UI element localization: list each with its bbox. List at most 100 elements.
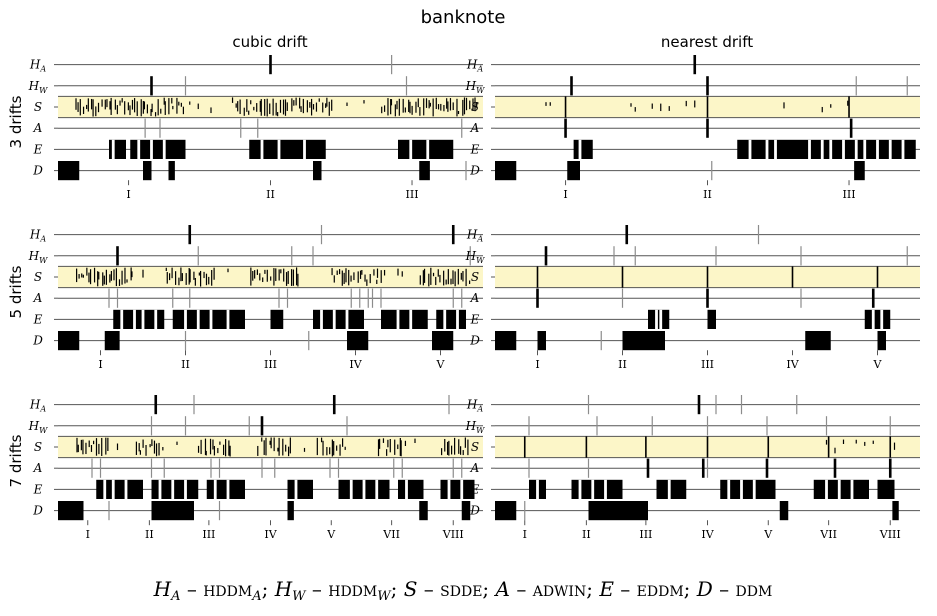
sdde-mark <box>872 440 874 444</box>
lane-label-base: A <box>470 291 480 305</box>
sdde-mark <box>225 439 227 457</box>
sdde-mark <box>400 440 402 457</box>
lane-label-sub: W <box>476 86 485 95</box>
sdde-mark <box>265 437 267 456</box>
sdde-mark <box>209 438 212 455</box>
detection-gap <box>752 479 756 499</box>
sdde-mark <box>198 272 200 276</box>
detection-block <box>398 139 454 159</box>
detection-block <box>432 331 454 351</box>
sdde-mark <box>75 98 77 110</box>
sdde-mark <box>171 267 173 279</box>
detection-thick <box>693 55 697 75</box>
sdde-mark <box>269 103 271 115</box>
sdde-mark <box>364 274 366 282</box>
sdde-mark <box>140 99 142 117</box>
detection-block <box>573 139 593 159</box>
detection-thick <box>833 458 837 478</box>
detection-block <box>347 331 369 351</box>
sdde-mark <box>86 104 88 110</box>
sdde-drift-line <box>827 436 830 458</box>
detection-gap <box>133 309 136 329</box>
detection-block <box>168 161 175 181</box>
sdde-drift-line <box>706 436 709 458</box>
detection-block <box>864 309 891 329</box>
sdde-mark <box>387 439 389 448</box>
detection-thin <box>461 288 463 308</box>
sdde-mark <box>855 439 857 444</box>
sdde-mark <box>451 445 453 455</box>
sdde-mark <box>180 102 182 107</box>
sdde-mark <box>331 99 333 111</box>
detection-thin <box>218 458 221 478</box>
sdde-mark <box>151 439 153 447</box>
row-title-5: 5 drifts <box>7 265 25 318</box>
sdde-mark <box>379 438 381 449</box>
sdde-mark <box>322 102 324 113</box>
detection-thin <box>144 118 146 138</box>
sdde-mark <box>430 267 432 285</box>
sdde-mark <box>116 443 119 451</box>
detection-thin <box>184 76 187 96</box>
sdde-mark <box>376 279 378 284</box>
detection-thick <box>765 458 769 478</box>
sdde-mark <box>157 99 159 116</box>
sdde-mark <box>121 98 123 103</box>
detection-block <box>495 161 517 181</box>
sdde-mark <box>295 97 297 106</box>
lane-label-e: E <box>470 312 480 326</box>
detection-gap <box>294 479 298 499</box>
detection-block <box>58 501 84 521</box>
sdde-drift-line <box>706 266 709 288</box>
lane-label-base: E <box>33 482 43 496</box>
detection-block <box>571 479 623 499</box>
sdde-mark <box>440 103 442 111</box>
lane-label-s: S <box>34 270 42 284</box>
sdde-mark <box>325 103 327 108</box>
x-tick-label: III <box>406 188 419 201</box>
detection-thin <box>528 458 530 478</box>
x-tick-label: III <box>264 358 277 371</box>
lane-label-e: E <box>33 482 43 496</box>
caption-part: ; <box>391 577 404 601</box>
sdde-mark <box>285 444 287 452</box>
lane-label-ha: HA <box>466 228 483 244</box>
sdde-mark <box>200 439 202 455</box>
sdde-mark <box>462 270 464 282</box>
sdde-mark <box>429 102 431 107</box>
sdde-mark <box>237 101 239 112</box>
sdde-mark <box>81 273 83 278</box>
lane-label-ha: HA <box>29 58 46 74</box>
sdde-mark <box>462 99 464 116</box>
sdde-mark <box>287 446 290 457</box>
sdde-mark <box>264 99 266 116</box>
sdde-mark <box>331 268 333 276</box>
lane-label-hw: HW <box>465 79 485 95</box>
sdde-drift-line <box>848 96 850 118</box>
sdde-mark <box>443 104 445 112</box>
sdde-mark <box>104 99 106 110</box>
detection-block <box>151 479 199 499</box>
detection-thick <box>536 288 539 308</box>
lane-label-base: S <box>34 440 42 454</box>
sdde-mark <box>452 270 454 285</box>
lane-label-sub: A <box>39 235 46 244</box>
detection-gap <box>103 479 107 499</box>
detection-thick <box>888 458 892 478</box>
detection-block <box>419 161 430 181</box>
sdde-mark <box>114 99 116 110</box>
sdde-mark <box>444 438 446 452</box>
sdde-mark <box>285 272 288 286</box>
x-tick-label: III <box>202 528 215 541</box>
sdde-mark <box>390 99 392 115</box>
detection-block <box>419 501 428 521</box>
detection-gap <box>409 309 413 329</box>
sdde-mark <box>82 439 84 455</box>
sdde-mark <box>203 271 205 279</box>
lane-label-sub: A <box>39 65 46 74</box>
lane-label-d: D <box>32 334 43 348</box>
detection-thin <box>469 246 471 266</box>
caption-part: – <box>510 577 533 601</box>
